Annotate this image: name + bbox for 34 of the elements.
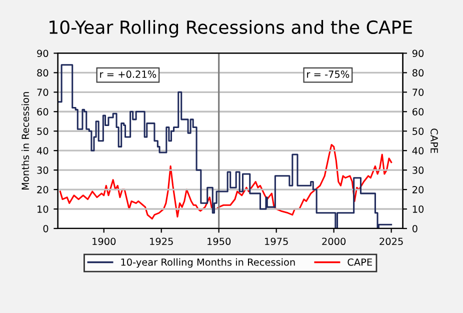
y-tick-label: 0 xyxy=(43,224,48,232)
y2-tick-label: 10 xyxy=(412,205,424,213)
y-tick-label: 70 xyxy=(37,88,48,96)
line-series xyxy=(59,144,392,220)
y-tick-label: 80 xyxy=(37,69,48,77)
x-tick-label: 2000 xyxy=(322,238,346,246)
y2-tick-label: 40 xyxy=(412,147,424,154)
y-tick-label: 90 xyxy=(37,50,48,58)
annotation: r = +0.21% xyxy=(100,70,156,78)
x-tick-label: 1925 xyxy=(150,238,173,246)
y2-tick-label: 60 xyxy=(412,108,424,116)
x-tick-label: 1900 xyxy=(92,238,116,246)
chart-title: 10-Year Rolling Recessions and the CAPE xyxy=(50,20,412,38)
y2-tick-label: 70 xyxy=(412,88,424,96)
y-tick-label: 20 xyxy=(37,186,48,194)
y2-tick-label: 30 xyxy=(412,166,424,174)
y-axis-title: Months in Recession xyxy=(22,92,30,190)
y2-tick-label: 0 xyxy=(412,224,418,232)
legend-label: 10-year Rolling Months in Recession xyxy=(121,258,295,268)
y-tick-label: 50 xyxy=(37,128,48,135)
y2-tick-label: 90 xyxy=(412,50,424,58)
y-tick-label: 30 xyxy=(37,166,48,174)
y2-tick-label: 50 xyxy=(412,128,424,135)
annotation: r = -75% xyxy=(307,70,350,78)
y-tick-label: 10 xyxy=(38,205,48,213)
x-tick-label: 1975 xyxy=(265,238,288,246)
y2-axis-title: CAPE xyxy=(430,128,438,153)
x-tick-label: 2025 xyxy=(380,238,403,246)
y2-tick-label: 20 xyxy=(412,186,424,194)
y-tick-label: 60 xyxy=(37,108,48,116)
y-tick-label: 40 xyxy=(36,147,48,154)
y2-tick-label: 80 xyxy=(412,69,424,77)
x-tick-label: 1950 xyxy=(208,238,231,246)
legend-label: CAPE xyxy=(348,258,372,266)
